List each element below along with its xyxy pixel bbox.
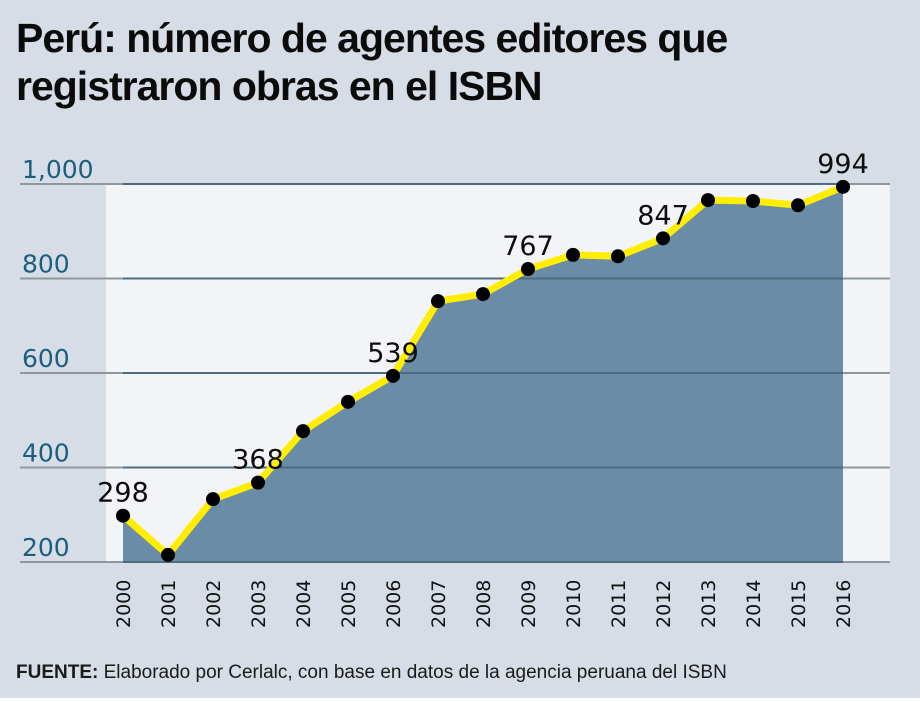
x-tick-label: 2014 [743,580,765,628]
data-label-2006: 539 [367,338,419,369]
x-tick-label: 2011 [608,580,630,628]
chart-title: Perú: número de agentes editores que reg… [16,15,728,109]
data-point-2007 [431,294,445,309]
data-point-2011 [611,249,625,264]
data-point-2015 [791,198,805,213]
y-tick-label: 600 [22,344,70,373]
x-tick-label: 2005 [338,580,360,628]
data-labels: 298 368 539 767 847 994 [97,149,869,509]
source-label: FUENTE: [16,662,99,683]
y-tick-label: 400 [22,439,70,468]
data-point-2010 [566,247,580,262]
data-label-2009: 767 [502,231,554,262]
x-tick-label: 2010 [563,580,585,628]
data-point-2003 [251,475,265,490]
y-axis-ticks: 200 400 600 800 1,000 [22,155,94,562]
data-label-2012: 847 [637,200,689,231]
x-tick-label: 2003 [248,580,270,628]
source-note: FUENTE: Elaborado por Cerlalc, con base … [16,662,727,684]
data-point-2001 [161,547,175,562]
y-tick-label: 200 [22,533,70,562]
data-point-2016 [836,179,850,194]
data-point-2005 [341,394,355,409]
x-tick-label: 2008 [473,580,495,628]
x-tick-label: 2002 [203,580,225,628]
x-tick-label: 2000 [113,580,135,628]
x-tick-label: 2007 [428,580,450,628]
data-point-2012 [656,231,670,246]
x-axis-ticks: 2000 2001 2002 2003 2004 2005 2006 2007 2008 2009… [113,580,855,628]
data-label-2000: 298 [97,478,149,509]
data-point-2004 [296,424,310,439]
bottom-border [0,698,920,702]
x-tick-label: 2016 [833,580,855,628]
source-text: Elaborado por Cerlalc, con base en datos… [103,662,727,683]
data-point-2006 [386,368,400,383]
x-tick-label: 2012 [653,580,675,628]
y-tick-label: 800 [22,250,70,279]
data-markers [116,179,850,562]
data-label-2016: 994 [817,149,869,180]
data-point-2000 [116,508,130,523]
y-tick-label: 1,000 [22,155,94,184]
data-point-2002 [206,492,220,507]
x-tick-label: 2009 [518,580,540,628]
x-tick-label: 2004 [293,580,315,628]
x-tick-label: 2013 [698,580,720,628]
data-point-2014 [746,194,760,209]
x-tick-label: 2006 [383,580,405,628]
x-tick-label: 2001 [158,580,180,628]
data-point-2013 [701,193,715,208]
data-label-2003: 368 [232,445,284,476]
data-point-2009 [521,262,535,277]
x-tick-label: 2015 [788,580,810,628]
data-point-2008 [476,287,490,302]
